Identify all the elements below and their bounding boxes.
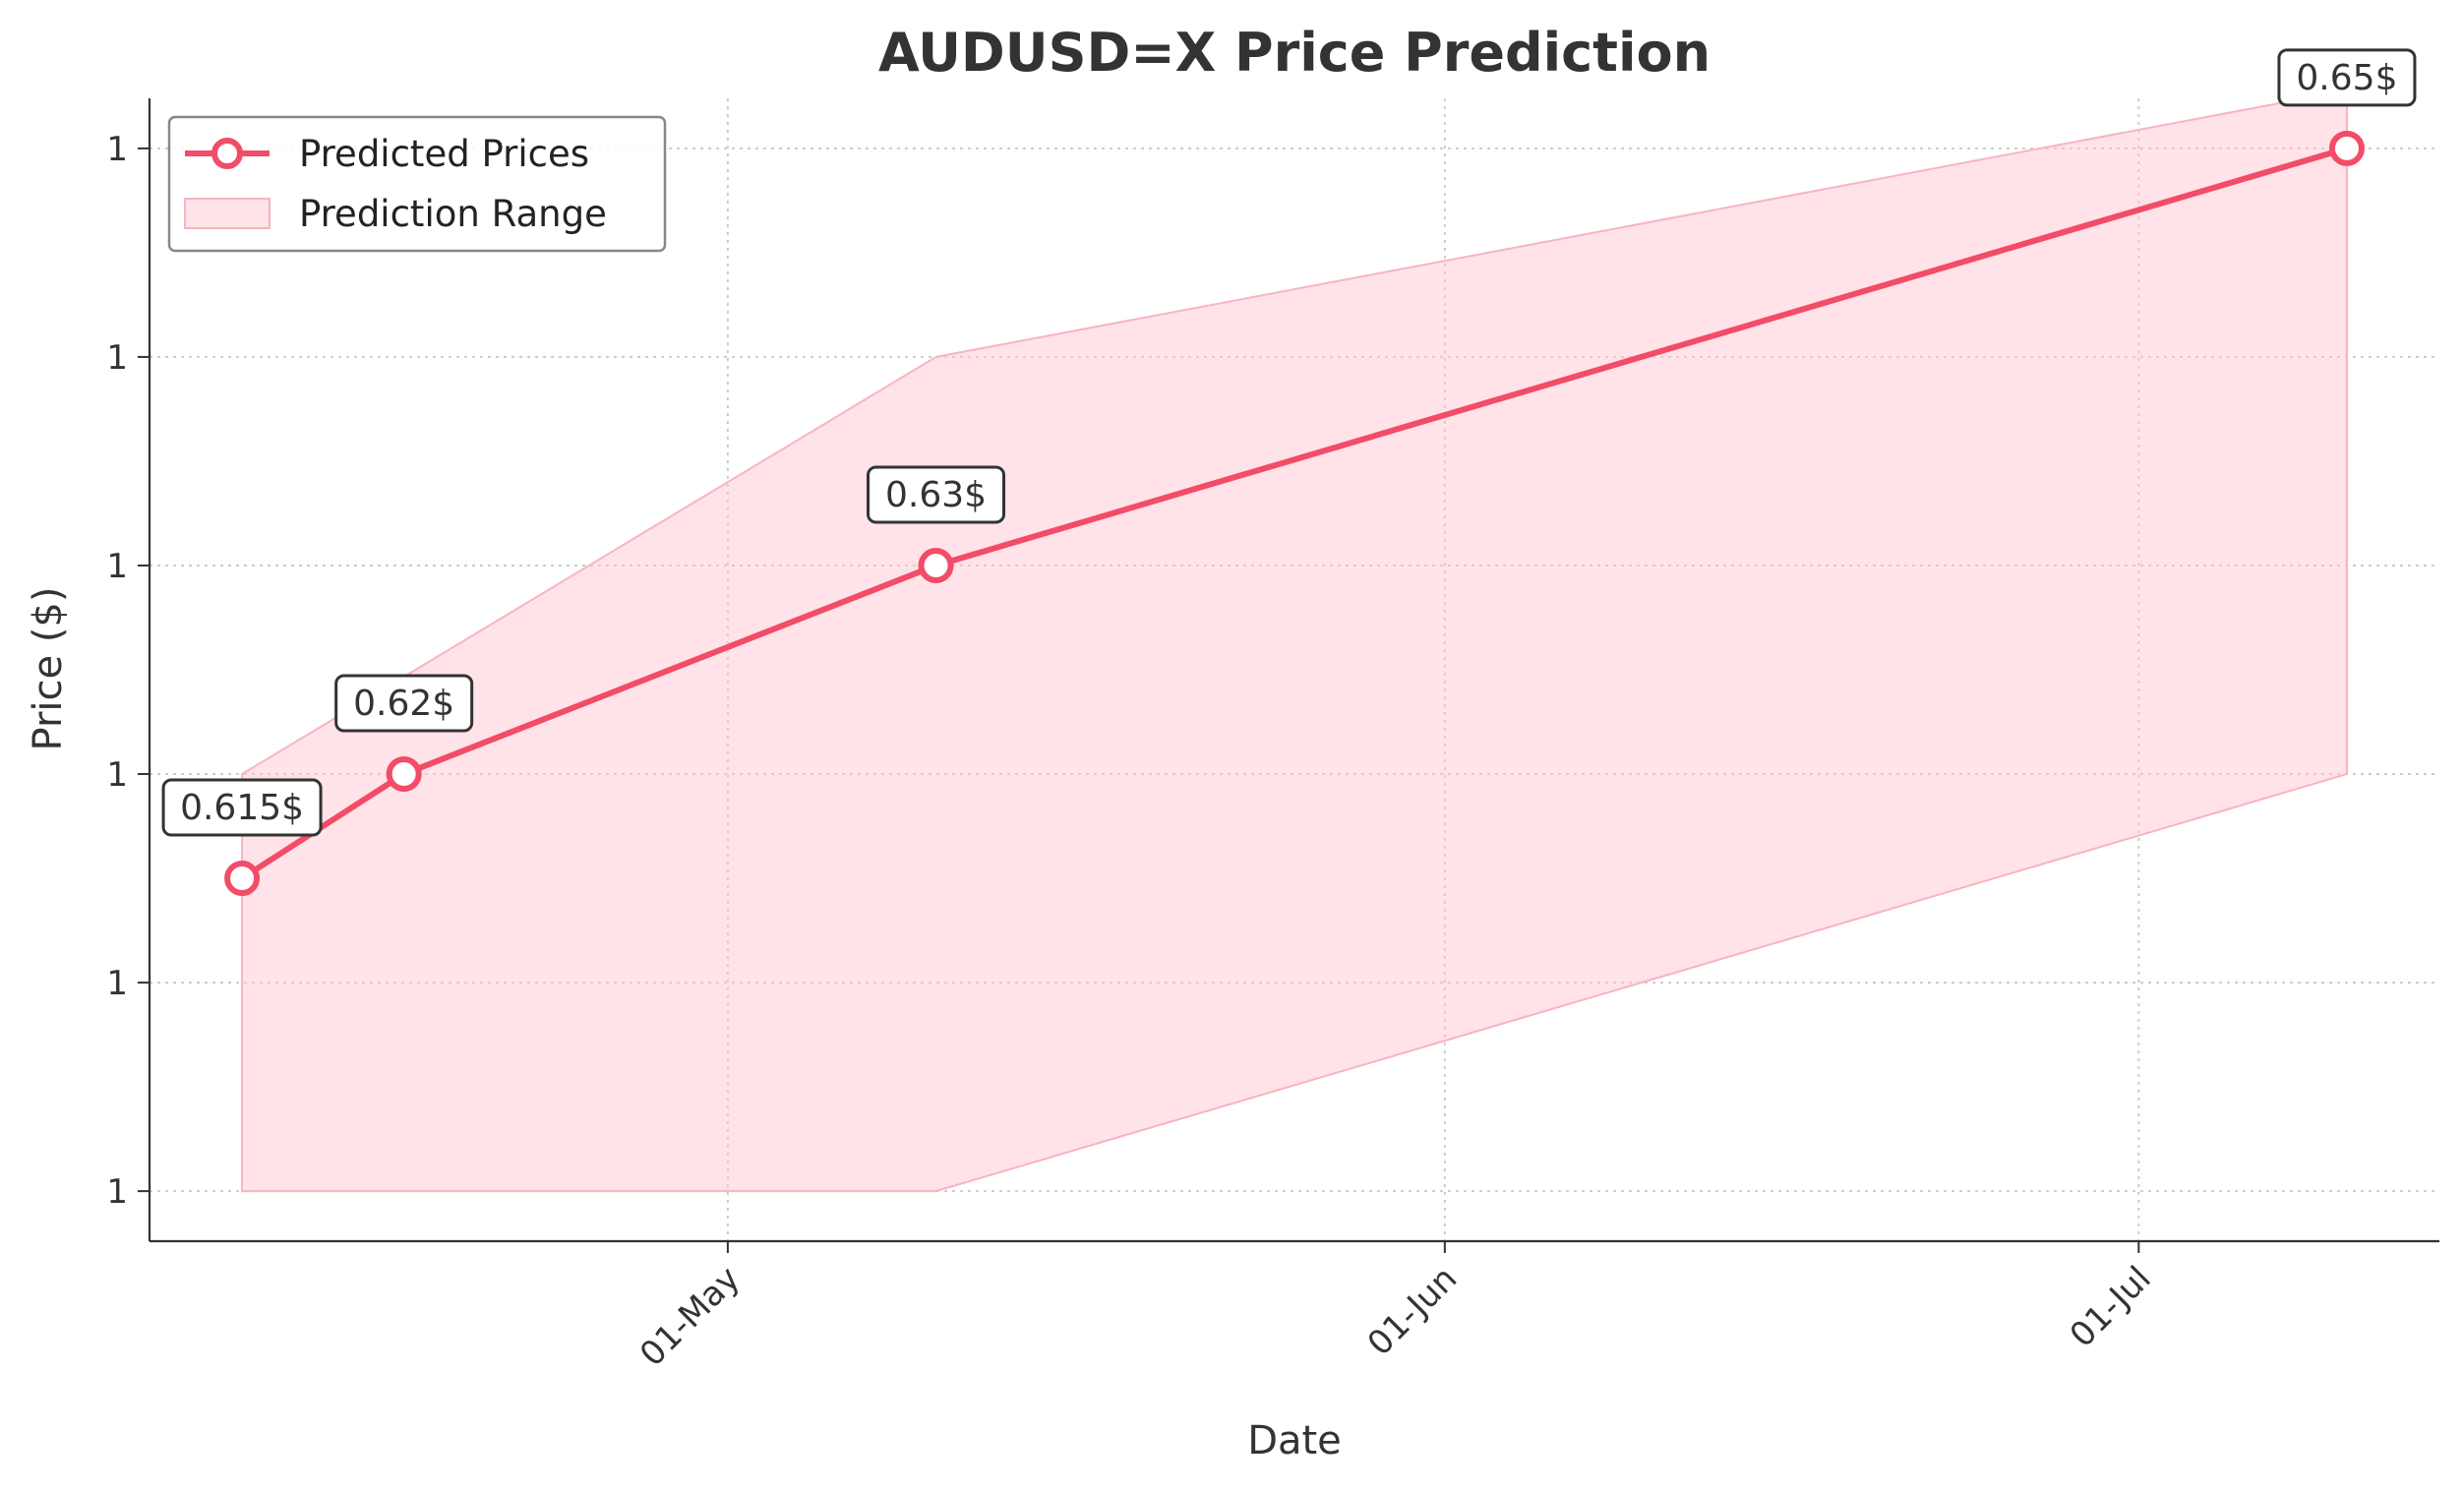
x-axis-label: Date bbox=[1247, 1418, 1342, 1463]
annotation-box bbox=[2277, 48, 2417, 107]
x-ticks: 01-May 01-Jun 01-Jul bbox=[632, 1241, 2159, 1374]
y-tick-label: 1 bbox=[106, 130, 128, 169]
y-tick-label: 1 bbox=[106, 1172, 128, 1212]
y-tick-label: 1 bbox=[106, 964, 128, 1003]
grid-lines bbox=[150, 98, 2439, 1241]
x-tick-label: 01-Jul bbox=[2063, 1259, 2159, 1355]
legend-label-prediction-range: Prediction Range bbox=[299, 193, 607, 235]
price-annotation: 0.615$ bbox=[161, 778, 323, 837]
y-tick-label: 1 bbox=[106, 338, 128, 378]
x-tick-label: 01-Jun bbox=[1360, 1259, 1465, 1363]
chart-title: AUDUSD=X Price Prediction bbox=[878, 22, 1711, 84]
data-point bbox=[386, 756, 422, 793]
price-annotation: 0.63$ bbox=[867, 465, 1006, 524]
x-tick-label: 01-May bbox=[632, 1259, 748, 1374]
y-tick-label: 1 bbox=[106, 755, 128, 795]
annotation-label: 0.63$ bbox=[885, 475, 987, 515]
predicted-prices-line bbox=[240, 146, 2348, 881]
annotation-box bbox=[334, 674, 474, 733]
prediction-range-layer bbox=[241, 89, 2348, 1193]
predicted-prices-layer bbox=[224, 130, 2365, 897]
legend-frame bbox=[167, 115, 667, 253]
data-point bbox=[918, 547, 954, 583]
axes bbox=[148, 98, 2439, 1243]
price-annotations: 0.615$ 0.62$ 0.63$ 0.65$ bbox=[161, 48, 2417, 837]
y-axis-label: Price ($) bbox=[26, 587, 71, 751]
annotation-label: 0.62$ bbox=[353, 684, 454, 724]
legend-range-swatch bbox=[184, 198, 270, 229]
legend-marker-swatch bbox=[211, 138, 243, 169]
price-annotation: 0.62$ bbox=[334, 674, 474, 733]
prediction-range-band bbox=[241, 89, 2348, 1193]
annotation-label: 0.65$ bbox=[2296, 58, 2397, 98]
annotation-box bbox=[867, 465, 1006, 524]
y-tick-label: 1 bbox=[106, 547, 128, 586]
annotation-label: 0.615$ bbox=[180, 788, 304, 828]
legend-label-predicted-prices: Predicted Prices bbox=[299, 133, 589, 175]
annotation-box bbox=[161, 778, 323, 837]
price-annotation: 0.65$ bbox=[2277, 48, 2417, 107]
data-point bbox=[2328, 130, 2365, 166]
y-ticks: 1 1 1 1 1 1 bbox=[106, 130, 150, 1212]
legend: Predicted Prices Prediction Range bbox=[167, 115, 667, 253]
data-point bbox=[224, 861, 261, 897]
